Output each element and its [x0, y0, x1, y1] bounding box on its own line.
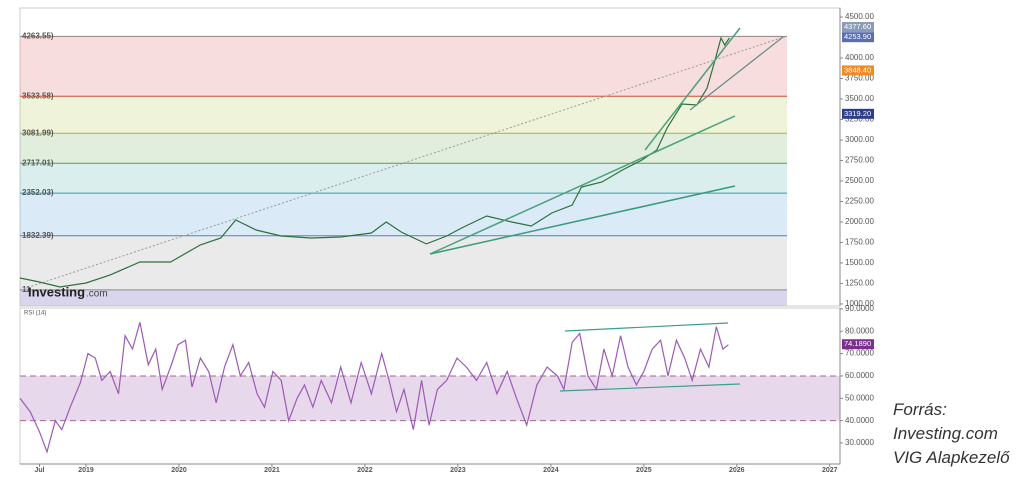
- y-tick-label: 40.0000: [845, 416, 874, 425]
- rsi-trend-line: [564, 322, 729, 332]
- y-tick-label: 3000.00: [845, 135, 874, 144]
- trend-line: [429, 185, 736, 255]
- fib-label: 2717.01): [22, 158, 54, 167]
- price-badge: [842, 22, 874, 33]
- source-line: Investing.com: [893, 424, 998, 443]
- y-tick-label: 50.0000: [845, 393, 874, 402]
- price-badge-label: 4377.60: [844, 22, 871, 31]
- y-tick-label: 1750.00: [845, 238, 874, 247]
- trend-line: [429, 115, 736, 255]
- x-tick-label: 2024: [543, 467, 559, 474]
- y-tick-label: 1500.00: [845, 258, 874, 267]
- rsi-line: [19, 322, 729, 454]
- x-tick-label: 2020: [171, 467, 187, 474]
- x-tick-label: 2026: [729, 467, 745, 474]
- price-badge-label: 74.1890: [844, 339, 871, 348]
- panel: [19, 7, 841, 307]
- y-tick-label: 30.0000: [845, 438, 874, 447]
- trend-line: [689, 36, 784, 111]
- y-tick-label: 2500.00: [845, 176, 874, 185]
- fib-band: [20, 163, 787, 194]
- fib-label: 2352.03): [22, 188, 54, 197]
- fib-label: 1832.39): [22, 231, 54, 240]
- price-badge: [842, 108, 874, 119]
- price-badge: [842, 65, 874, 76]
- source-note: Forrás: Investing.com VIG Alapkezelő: [893, 398, 1010, 470]
- x-tick-label: 2022: [357, 467, 373, 474]
- x-tick-label: 2021: [264, 467, 280, 474]
- y-tick-label: 3250.00: [845, 115, 874, 124]
- price-badge-label: 4253.90: [844, 32, 871, 41]
- fib-band: [20, 96, 787, 134]
- watermark: .com: [86, 289, 108, 300]
- price-badge: [842, 339, 874, 350]
- fib-band: [20, 193, 787, 236]
- source-line: VIG Alapkezelő: [893, 448, 1010, 467]
- y-tick-label: 2250.00: [845, 197, 874, 206]
- watermark: Investing: [28, 284, 85, 299]
- y-tick-label: 4000.00: [845, 53, 874, 62]
- y-tick-label: 70.0000: [845, 349, 874, 358]
- fib-band: [20, 289, 787, 306]
- dotted-trend: [19, 35, 788, 291]
- source-line: Forrás:: [893, 400, 947, 419]
- fib-band: [20, 235, 787, 290]
- price-badge-label: 3848.40: [844, 65, 871, 74]
- y-tick-label: 90.0000: [845, 304, 874, 313]
- y-tick-label: 1000.00: [845, 299, 874, 308]
- panel-title: RSI (14): [24, 311, 46, 317]
- fib-label: 4263.55): [22, 32, 54, 41]
- y-tick-label: 3750.00: [845, 74, 874, 83]
- price-badge-label: 3319.20: [844, 109, 871, 118]
- y-tick-label: 1250.00: [845, 279, 874, 288]
- y-tick-label: 4500.00: [845, 12, 874, 21]
- fib-label: 3081.99): [22, 128, 54, 137]
- rsi-band: [20, 375, 840, 421]
- x-tick-label: 2027: [822, 467, 838, 474]
- fib-band: [20, 133, 787, 164]
- x-tick-label: Jul: [34, 467, 44, 474]
- fib-label: 11: [22, 285, 31, 294]
- price-badge: [842, 32, 874, 43]
- trend-line: [644, 27, 741, 151]
- x-tick-label: 2025: [636, 467, 652, 474]
- chart: 4263.55) 3533.58) 3081.99) 2717.01) 2352.03)…: [19, 7, 874, 474]
- y-tick-label: 2000.00: [845, 217, 874, 226]
- y-tick-label: 80.0000: [845, 326, 874, 335]
- x-tick-label: 2019: [78, 467, 94, 474]
- fib-label: 3533.58): [22, 91, 54, 100]
- x-tick-label: 2023: [450, 467, 466, 474]
- y-tick-label: 2750.00: [845, 156, 874, 165]
- drawings: [19, 27, 788, 392]
- y-tick-label: 60.0000: [845, 371, 874, 380]
- y-tick-label: 3500.00: [845, 94, 874, 103]
- fib-band: [20, 36, 787, 97]
- rsi-trend-line: [559, 383, 741, 392]
- price-line: [19, 36, 730, 288]
